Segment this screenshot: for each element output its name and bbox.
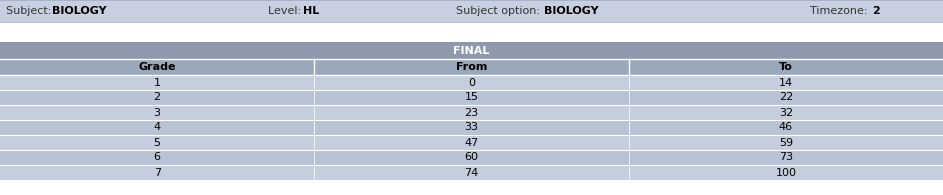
Bar <box>0 90 943 105</box>
Text: 14: 14 <box>779 77 793 88</box>
Text: From: From <box>455 62 488 72</box>
Bar <box>0 0 943 22</box>
Text: 2: 2 <box>872 6 880 16</box>
Text: 22: 22 <box>779 92 793 103</box>
Text: 59: 59 <box>779 137 793 147</box>
Text: FINAL: FINAL <box>454 45 489 56</box>
Text: BIOLOGY: BIOLOGY <box>544 6 599 16</box>
Bar <box>0 150 943 165</box>
Text: 23: 23 <box>465 107 478 118</box>
Bar <box>0 59 943 75</box>
Text: 33: 33 <box>465 122 478 132</box>
Text: 4: 4 <box>154 122 160 132</box>
Text: Grade: Grade <box>139 62 176 72</box>
Text: 15: 15 <box>465 92 478 103</box>
Text: HL: HL <box>303 6 320 16</box>
Text: Subject option:: Subject option: <box>456 6 543 16</box>
Text: 60: 60 <box>465 152 478 162</box>
Text: 46: 46 <box>779 122 793 132</box>
Bar <box>0 75 943 90</box>
Text: 7: 7 <box>154 168 160 177</box>
Bar <box>0 135 943 150</box>
Bar <box>0 22 943 42</box>
Text: 32: 32 <box>779 107 793 118</box>
Text: 47: 47 <box>464 137 479 147</box>
Text: 0: 0 <box>468 77 475 88</box>
Text: 100: 100 <box>775 168 796 177</box>
Text: 5: 5 <box>154 137 160 147</box>
Text: 2: 2 <box>154 92 160 103</box>
Text: 6: 6 <box>154 152 160 162</box>
Text: 3: 3 <box>154 107 160 118</box>
Text: 74: 74 <box>464 168 479 177</box>
Text: Subject:: Subject: <box>6 6 55 16</box>
Text: Level:: Level: <box>268 6 305 16</box>
Text: To: To <box>779 62 793 72</box>
Bar <box>0 42 943 59</box>
Text: Timezone:: Timezone: <box>810 6 871 16</box>
Bar <box>0 165 943 180</box>
Text: 73: 73 <box>779 152 793 162</box>
Text: BIOLOGY: BIOLOGY <box>52 6 107 16</box>
Text: 1: 1 <box>154 77 160 88</box>
Bar <box>0 120 943 135</box>
Bar <box>0 105 943 120</box>
